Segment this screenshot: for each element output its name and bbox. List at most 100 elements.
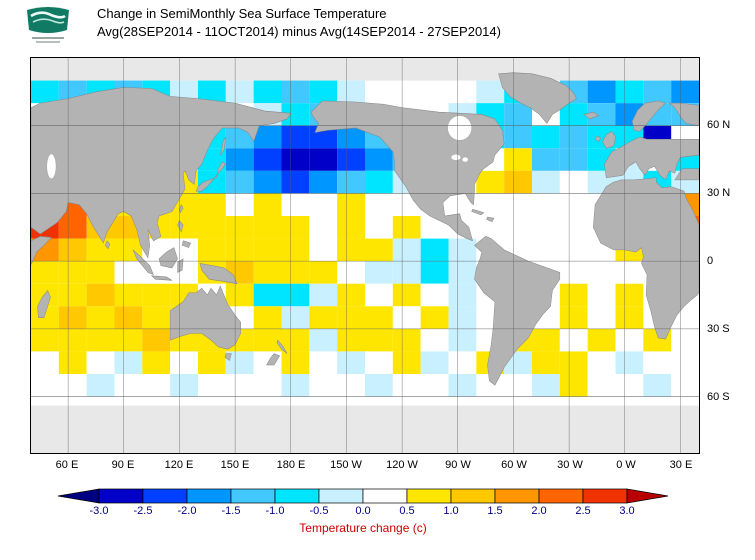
sst-anomaly-cell	[671, 374, 699, 397]
landmass-australia	[169, 285, 241, 350]
sst-anomaly-cell	[337, 125, 365, 149]
lon-label-90w: 90 W	[445, 459, 471, 471]
colorbar-tick-label: 3.0	[619, 505, 635, 517]
lat-label-30s: 30 S	[707, 323, 730, 335]
sst-anomaly-cell	[448, 306, 477, 329]
sst-anomaly-cell	[86, 351, 115, 374]
sst-anomaly-cell	[86, 261, 115, 284]
sst-anomaly-cell	[337, 374, 365, 397]
landmass-java	[150, 275, 173, 281]
colorbar-tick-label: 1.5	[487, 505, 503, 517]
sst-anomaly-cell	[58, 283, 87, 307]
colorbar-segment	[186, 488, 232, 504]
sst-anomaly-cell	[309, 351, 338, 374]
sst-anomaly-cell	[392, 283, 421, 307]
colorbar	[55, 488, 671, 504]
sst-anomaly-cell	[392, 374, 421, 397]
sst-anomaly-cell	[309, 374, 338, 397]
sst-anomaly-cell	[86, 328, 115, 352]
sst-anomaly-cell	[559, 216, 588, 239]
colorbar-segment	[362, 488, 408, 504]
sst-anomaly-cell	[532, 238, 560, 262]
colorbar-tick-label: 2.5	[575, 505, 591, 517]
colorbar-tick-label: 2.0	[531, 505, 547, 517]
sst-anomaly-cell	[225, 283, 254, 307]
landmass-sri-lanka	[104, 240, 111, 250]
sst-anomaly-cell	[281, 170, 310, 194]
sst-anomaly-cell	[170, 238, 198, 262]
sst-anomaly-cell	[225, 148, 254, 171]
colorbar-segment	[318, 488, 364, 504]
lon-label-30w: 30 W	[557, 459, 583, 471]
landmass-philippines-luzon	[177, 220, 184, 233]
lon-label-90e: 90 E	[111, 459, 135, 471]
sst-anomaly-cell	[420, 351, 449, 374]
great-lakes-east	[462, 157, 468, 162]
landmass-madagascar	[37, 290, 51, 318]
sst-anomaly-cell	[365, 216, 393, 239]
sst-anomaly-cell	[392, 216, 421, 239]
sst-anomaly-cell	[142, 351, 171, 374]
landmass-sulawesi	[177, 258, 184, 273]
sst-anomaly-cell	[142, 283, 171, 307]
sst-anomaly-cell	[365, 193, 393, 216]
sst-anomaly-cell	[448, 261, 477, 284]
landmass-new-zealand-north	[276, 339, 288, 354]
sst-anomaly-cell	[281, 261, 310, 284]
sst-anomaly-cell	[253, 328, 282, 352]
sst-anomaly-cell	[504, 216, 532, 239]
sst-anomaly-cell	[142, 374, 171, 397]
sst-anomaly-cell	[476, 216, 505, 239]
sst-anomaly-cell	[448, 283, 477, 307]
sst-anomaly-cell	[559, 328, 588, 352]
sst-anomaly-cell	[225, 216, 254, 239]
landmass-japan	[195, 161, 227, 192]
sst-anomaly-cell	[532, 170, 560, 194]
sst-anomaly-cell	[225, 170, 254, 194]
colorbar-tick-label: 0.5	[399, 505, 415, 517]
sst-anomaly-cell	[142, 328, 171, 352]
sst-anomaly-cell	[198, 80, 226, 104]
lon-label-120w: 120 W	[386, 459, 418, 471]
sst-anomaly-cell	[253, 283, 282, 307]
lakes-layer	[46, 115, 472, 179]
sst-anomaly-cell	[31, 261, 59, 284]
sst-anomaly-cell	[365, 351, 393, 374]
sst-anomaly-cell	[58, 261, 87, 284]
noaa-nws-logo	[24, 4, 72, 46]
landmass-taiwan	[179, 204, 184, 214]
sst-anomaly-cell	[615, 306, 644, 329]
landmass-scandinavia	[631, 100, 667, 132]
lon-label-30e: 30 E	[669, 459, 693, 471]
sst-anomaly-cell	[587, 80, 616, 104]
sst-anomaly-cell	[643, 80, 672, 104]
sst-anomaly-cell	[225, 351, 254, 374]
sst-anomaly-cell	[31, 351, 59, 374]
sst-anomaly-cell	[559, 125, 588, 149]
sst-anomaly-cell	[114, 283, 143, 307]
sst-anomaly-cell	[587, 328, 616, 352]
sst-anomaly-cell	[86, 306, 115, 329]
colorbar-tick-label: -2.5	[133, 505, 153, 517]
sst-anomaly-cell	[476, 80, 505, 104]
sst-anomaly-cell	[392, 351, 421, 374]
sst-anomaly-cell	[281, 351, 310, 374]
sst-anomaly-cell	[198, 374, 226, 397]
sst-anomaly-cell	[58, 351, 87, 374]
sst-anomaly-cell	[504, 103, 532, 126]
sst-anomaly-cell	[253, 125, 282, 149]
sst-anomaly-cell	[114, 261, 143, 284]
landmass-europe	[604, 136, 699, 181]
sst-anomaly-cell	[420, 261, 449, 284]
sst-anomaly-cell	[365, 374, 393, 397]
sst-anomaly-cell	[58, 216, 87, 239]
lat-label-30n: 30 N	[707, 187, 731, 199]
colorbar-scale	[57, 488, 669, 504]
sst-anomaly-cell	[392, 261, 421, 284]
colorbar-segment	[230, 488, 276, 504]
chart-subtitle: Avg(28SEP2014 - 11OCT2014) minus Avg(14S…	[97, 24, 501, 39]
sst-anomaly-cell	[615, 328, 644, 352]
sst-anomaly-cell	[198, 216, 226, 239]
sst-anomaly-cell	[587, 103, 616, 126]
sst-anomaly-cell	[532, 125, 560, 149]
